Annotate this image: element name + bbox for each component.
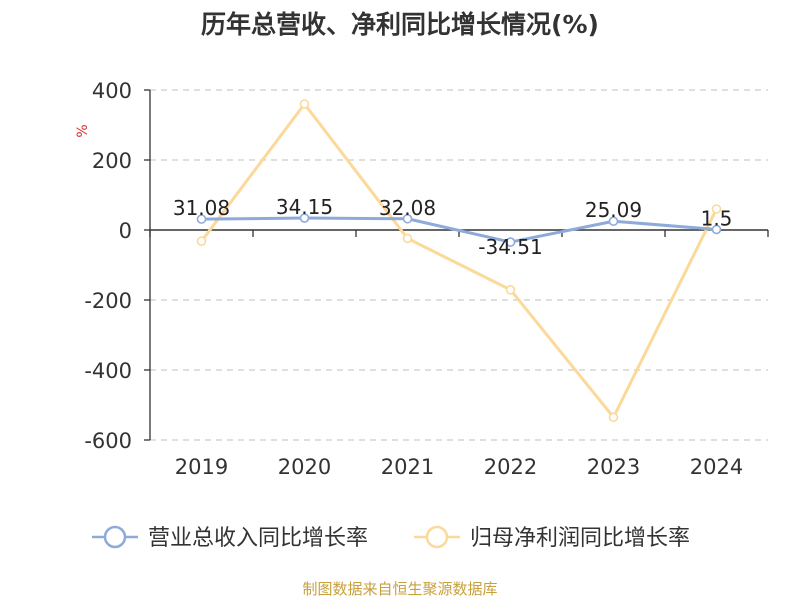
series-line — [201, 216, 717, 244]
data-point[interactable] — [402, 233, 413, 244]
data-point[interactable] — [608, 216, 619, 227]
data-label: 1.5 — [701, 206, 733, 230]
x-tick-label: 2021 — [381, 455, 434, 479]
legend-item[interactable]: 归母净利润同比增长率 — [414, 525, 690, 551]
data-labels: 31.08 34.15 32.08 -34.51 25.09 1.5 — [173, 195, 733, 259]
data-label: 34.15 — [276, 195, 333, 219]
y-axis-unit-label: % — [75, 124, 91, 137]
data-point[interactable] — [608, 412, 619, 423]
data-label: 25.09 — [585, 198, 642, 222]
x-tick-label: 2024 — [690, 455, 743, 479]
x-tick-label: 2023 — [587, 455, 640, 479]
data-label: -34.51 — [478, 235, 542, 259]
data-point[interactable] — [505, 237, 516, 247]
data-point[interactable] — [196, 214, 207, 224]
chart-title: 历年总营收、净利同比增长情况(%) — [201, 10, 599, 39]
data-point[interactable] — [505, 285, 516, 295]
data-point[interactable] — [402, 213, 413, 224]
axes: 400 200 0 -200 -400 -600 2019 2020 2021 2022 2023 2… — [84, 79, 769, 479]
data-point[interactable] — [711, 224, 722, 235]
y-tick-label: -200 — [84, 289, 132, 313]
data-point[interactable] — [196, 236, 207, 246]
y-tick-label: 400 — [92, 79, 132, 103]
grid-lines — [150, 89, 768, 441]
legend[interactable]: 营业总收入同比增长率 归母净利润同比增长率 — [92, 525, 690, 551]
legend-marker-icon — [425, 525, 449, 549]
source-footer: 制图数据来自恒生聚源数据库 — [302, 580, 498, 598]
legend-marker-icon — [103, 525, 127, 549]
series-lines — [196, 99, 722, 423]
y-tick-label: 200 — [92, 149, 132, 173]
legend-item[interactable]: 营业总收入同比增长率 — [92, 525, 368, 551]
data-point[interactable] — [299, 99, 310, 109]
x-tick-label: 2019 — [175, 455, 228, 479]
series-line — [200, 102, 718, 419]
data-label: 32.08 — [379, 196, 436, 220]
data-point[interactable] — [299, 213, 310, 223]
x-tick-label: 2022 — [484, 455, 537, 479]
data-point[interactable] — [711, 204, 722, 214]
x-tick-label: 2020 — [278, 455, 331, 479]
y-tick-label: -400 — [84, 359, 132, 383]
y-tick-label: -600 — [84, 429, 132, 453]
y-tick-label: 0 — [119, 219, 132, 243]
data-label: 31.08 — [173, 196, 230, 220]
legend-label: 归母净利润同比增长率 — [470, 526, 690, 551]
legend-label: 营业总收入同比增长率 — [148, 526, 368, 551]
